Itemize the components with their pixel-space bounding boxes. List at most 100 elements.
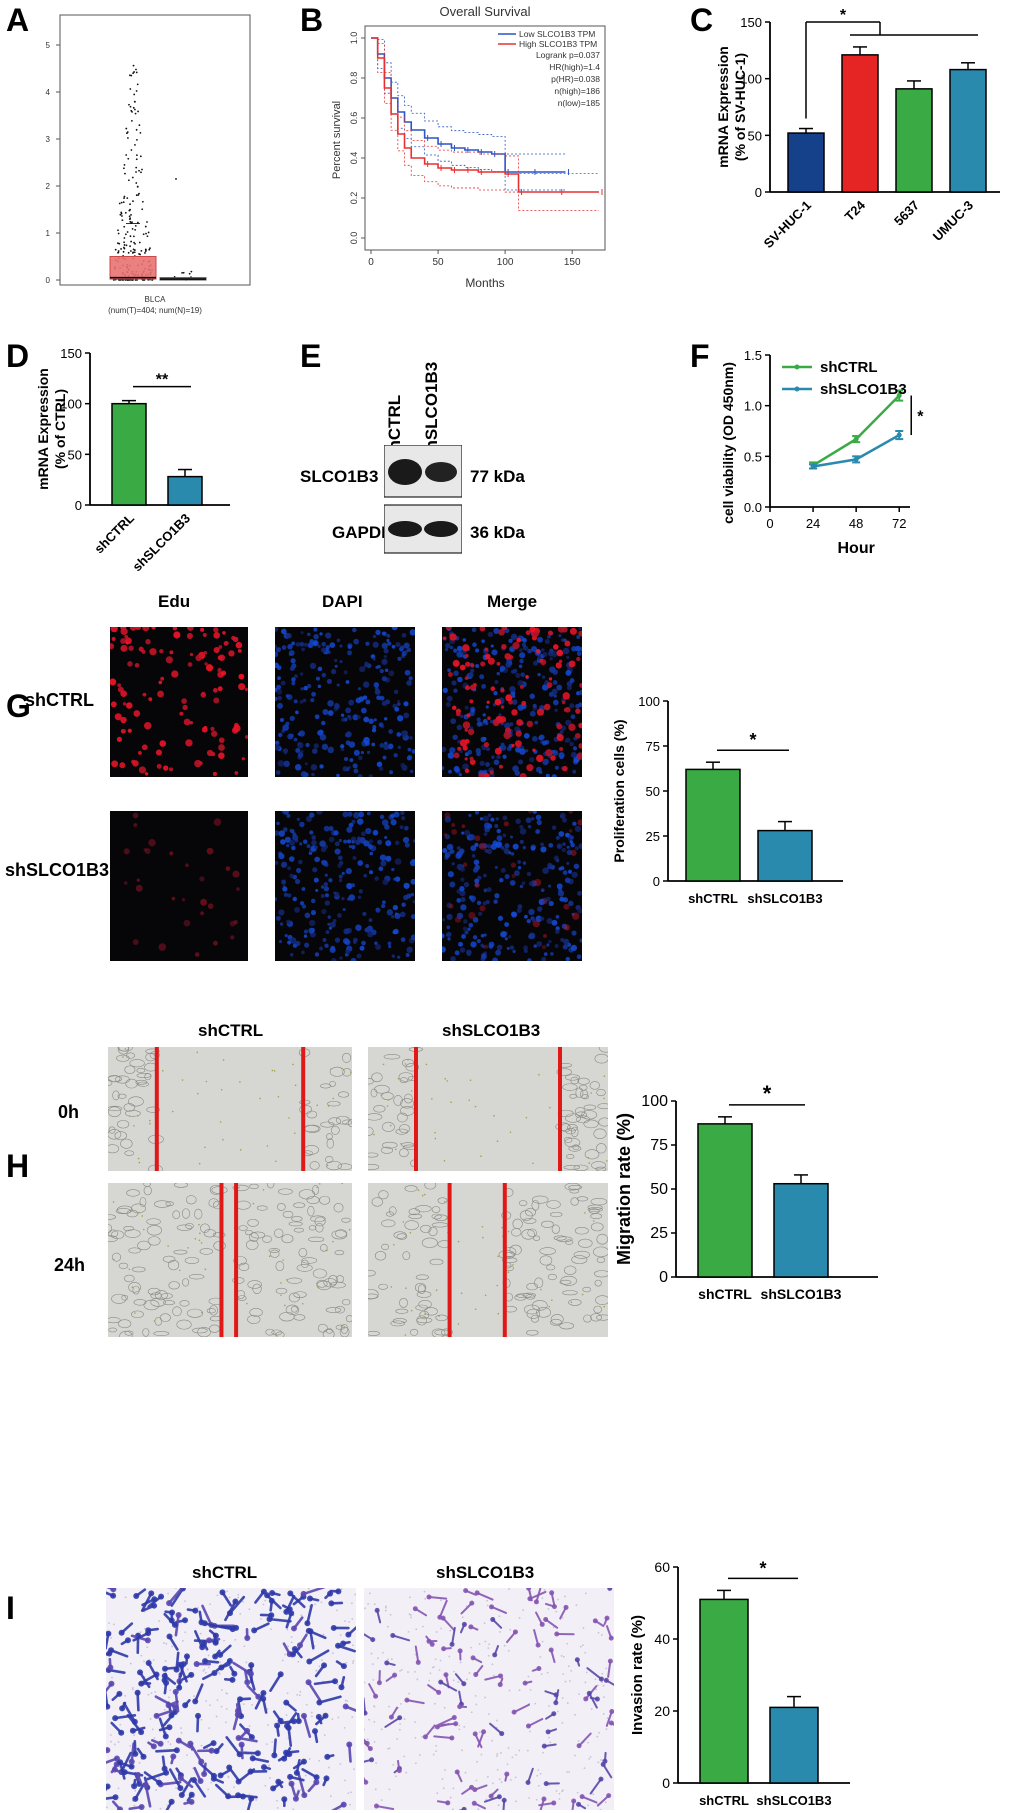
cell-outline: [368, 1078, 374, 1085]
nucleus: [477, 875, 482, 880]
nucleus: [476, 717, 481, 722]
nucleus: [282, 827, 288, 832]
nucleus: [571, 930, 577, 936]
membrane-pore: [542, 1751, 544, 1754]
edu-positive-cell: [111, 760, 119, 768]
chart-f: 0.00.51.01.50 24 48 72shCTRLshSLCO1B3*Hourc…: [720, 348, 924, 557]
nucleus: [406, 648, 411, 653]
membrane-pore: [566, 1642, 569, 1645]
cell-outline: [408, 1213, 423, 1219]
invaded-cell: [364, 1633, 374, 1641]
invaded-cell: [269, 1672, 282, 1692]
edu-positive-cell: [559, 746, 564, 752]
membrane-pore: [144, 1627, 146, 1630]
membrane-pore: [515, 1753, 518, 1756]
invaded-cell: [158, 1717, 168, 1738]
nucleus: [321, 720, 326, 726]
h-col-shctrl: shCTRL: [198, 1021, 264, 1040]
debris-dot: [332, 1097, 335, 1100]
nucleus: [322, 708, 329, 715]
membrane-pore: [387, 1658, 389, 1661]
nucleus: [407, 747, 412, 752]
membrane-pore: [344, 1620, 346, 1623]
membrane-pore: [340, 1588, 343, 1591]
edu-positive-cell: [576, 656, 581, 662]
wound-edge-right: [558, 1047, 562, 1171]
membrane-pore: [600, 1759, 602, 1761]
chart-g-bar-1: [757, 829, 813, 882]
cell-outline: [172, 1306, 182, 1317]
edu-positive-cell: [463, 862, 468, 867]
nucleus: [275, 662, 280, 669]
nucleus: [327, 746, 335, 754]
nucleus: [456, 724, 463, 731]
cell-outline: [325, 1307, 342, 1313]
chart-a-point: [135, 128, 138, 131]
nucleus: [394, 840, 400, 846]
membrane-pore: [596, 1684, 599, 1687]
nucleus: [298, 859, 303, 865]
membrane-pore: [155, 1789, 158, 1791]
membrane-pore: [486, 1599, 489, 1602]
debris-dot: [410, 1090, 413, 1092]
chart-g-ytick-label-0: 0: [653, 874, 660, 889]
membrane-pore: [422, 1625, 424, 1628]
debris-dot: [124, 1048, 127, 1050]
cell-outline: [415, 1274, 429, 1280]
cell-outline: [534, 1277, 544, 1289]
membrane-pore: [153, 1737, 156, 1739]
cell-outline: [523, 1217, 537, 1224]
nucleus: [358, 889, 363, 894]
membrane-pore: [449, 1629, 452, 1632]
nucleus: [367, 931, 374, 938]
edu-positive-cell: [124, 881, 128, 885]
edu-positive-cell: [562, 692, 570, 700]
nucleus: [516, 907, 522, 914]
nucleus: [314, 856, 320, 863]
nucleus: [549, 666, 556, 673]
cell-outline: [596, 1143, 607, 1154]
invaded-cell: [581, 1795, 598, 1804]
nucleus: [547, 634, 551, 639]
chart-i-significance: *: [759, 1558, 766, 1578]
nucleus: [460, 877, 465, 882]
cell-outline: [596, 1089, 606, 1097]
nucleus: [403, 642, 410, 649]
cell-outline: [155, 1290, 168, 1301]
chart-a-point: [132, 106, 135, 109]
nucleus: [537, 636, 544, 643]
nucleus: [279, 922, 284, 926]
edu-positive-cell: [212, 940, 218, 946]
membrane-pore: [323, 1734, 326, 1737]
membrane-pore: [210, 1781, 212, 1784]
cell-outline: [117, 1205, 133, 1214]
invaded-cell-body: [453, 1721, 459, 1727]
debris-dot: [497, 1312, 500, 1315]
nucleus: [338, 838, 342, 843]
cell-outline: [149, 1051, 160, 1060]
invaded-cell: [602, 1763, 613, 1779]
nucleus: [464, 829, 471, 836]
edu-positive-cell: [510, 862, 517, 868]
membrane-pore: [305, 1703, 308, 1706]
nucleus: [324, 900, 330, 906]
invaded-cell-body: [236, 1751, 243, 1758]
chart-a-point: [129, 203, 131, 206]
nucleus: [314, 845, 318, 849]
nucleus: [447, 668, 451, 673]
invaded-cell-body: [176, 1684, 183, 1691]
nucleus: [442, 687, 448, 694]
invaded-cell-body: [119, 1705, 126, 1712]
invaded-cell: [237, 1736, 258, 1743]
debris-dot: [507, 1230, 510, 1233]
nucleus: [341, 717, 346, 722]
cell-outline: [518, 1200, 528, 1206]
membrane-pore: [165, 1642, 168, 1645]
nucleus: [388, 945, 392, 949]
invaded-cell-body: [438, 1679, 444, 1685]
cell-outline: [541, 1220, 554, 1228]
chart-b-ytick-label-1: 0.2: [349, 192, 359, 205]
nucleus: [352, 714, 359, 721]
debris-dot: [301, 1302, 304, 1305]
chart-a-point: [131, 221, 133, 224]
